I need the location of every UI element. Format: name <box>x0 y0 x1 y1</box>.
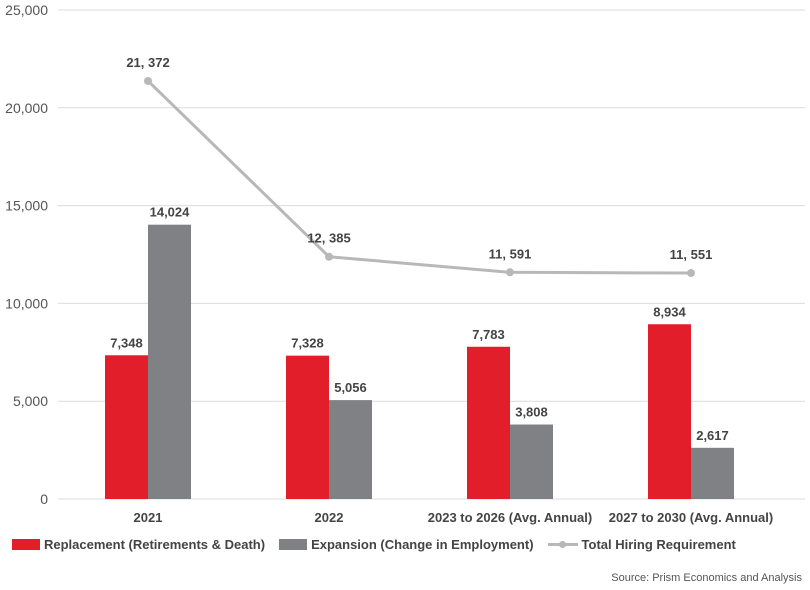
hiring-requirements-chart: 0 5,000 10,000 15,000 20,000 25,000 7,348 14,0… <box>5 2 805 525</box>
legend-swatch-total <box>547 539 578 550</box>
y-tick-label: 0 <box>40 491 48 507</box>
data-label-replacement-2: 7,783 <box>472 327 505 342</box>
bar-expansion-1 <box>329 400 372 499</box>
data-label-replacement-3: 8,934 <box>653 304 686 319</box>
y-tick-label: 25,000 <box>5 2 48 18</box>
data-label-expansion-3: 2,617 <box>696 428 729 443</box>
total-hiring-line <box>146 79 692 275</box>
x-category-label: 2021 <box>134 510 163 525</box>
y-tick-label: 15,000 <box>5 198 48 214</box>
total-point-1 <box>325 252 333 261</box>
bar-expansion-3 <box>691 447 734 499</box>
x-axis-categories: 2021 2022 2023 to 2026 (Avg. Annual) 2027 t… <box>134 510 774 525</box>
x-category-label: 2022 <box>315 510 344 525</box>
data-label-expansion-2: 3,808 <box>515 405 548 420</box>
data-labels: 7,348 14,024 7,328 5,056 7,783 3,808 8,934 2,61… <box>110 55 729 443</box>
legend-label-replacement: Replacement (Retirements & Death) <box>44 537 266 552</box>
x-category-label: 2027 to 2030 (Avg. Annual) <box>609 510 773 525</box>
data-label-expansion-1: 5,056 <box>334 380 367 395</box>
legend-label-expansion: Expansion (Change in Employment) <box>311 537 534 552</box>
bar-expansion-0 <box>148 224 191 500</box>
total-line <box>144 76 695 278</box>
bars <box>105 224 734 500</box>
source-note: Source: Prism Economics and Analysis <box>611 572 802 584</box>
data-label-expansion-0: 14,024 <box>150 205 191 220</box>
data-label-total-2: 11, 591 <box>489 246 532 261</box>
bar-expansion-2 <box>510 424 553 499</box>
bar-replacement-2 <box>467 346 510 499</box>
y-tick-label: 10,000 <box>5 295 48 311</box>
total-point-0 <box>144 76 152 85</box>
y-axis-ticks: 0 5,000 10,000 15,000 20,000 25,000 <box>5 2 48 507</box>
bar-replacement-3 <box>648 324 691 499</box>
data-label-replacement-0: 7,348 <box>110 335 143 350</box>
y-tick-label: 5,000 <box>13 393 48 409</box>
data-label-total-3: 11, 551 <box>670 247 713 262</box>
total-point-3 <box>687 269 695 278</box>
legend-swatch-replacement <box>12 539 40 550</box>
y-tick-label: 20,000 <box>5 100 48 116</box>
legend: Replacement (Retirements & Death) Expans… <box>12 537 750 552</box>
bar-replacement-1 <box>286 355 329 499</box>
total-point-2 <box>506 268 514 277</box>
legend-swatch-expansion <box>279 539 308 550</box>
data-label-total-0: 21, 372 <box>126 55 169 70</box>
data-label-total-1: 12, 385 <box>307 231 350 246</box>
data-label-replacement-1: 7,328 <box>291 336 324 351</box>
legend-item-replacement: Replacement (Retirements & Death) <box>12 537 265 552</box>
bar-replacement-0 <box>105 355 148 499</box>
legend-label-total: Total Hiring Requirement <box>581 537 736 552</box>
x-category-label: 2023 to 2026 (Avg. Annual) <box>428 510 592 525</box>
legend-item-expansion: Expansion (Change in Employment) <box>279 537 534 552</box>
legend-item-total: Total Hiring Requirement <box>547 537 736 552</box>
